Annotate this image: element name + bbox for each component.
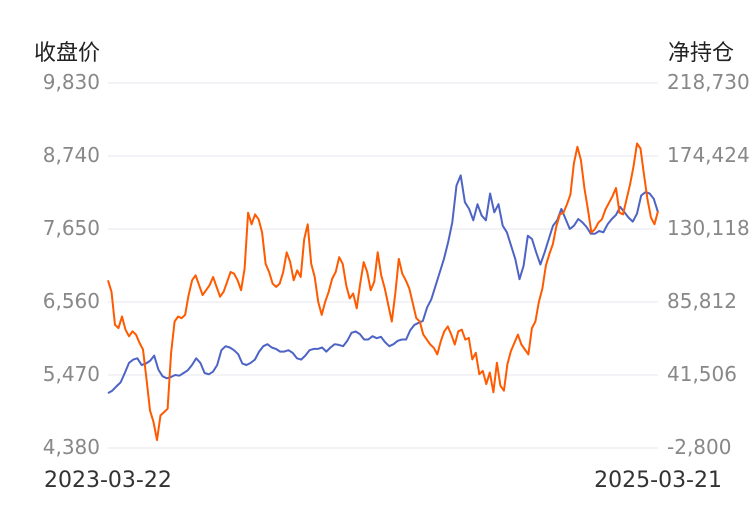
left-tick-label: 4,380 bbox=[42, 435, 100, 459]
x-start-date: 2023-03-22 bbox=[44, 468, 172, 493]
left-tick-label: 9,830 bbox=[42, 70, 100, 94]
right-tick-label: -2,800 bbox=[667, 435, 732, 459]
left-tick-label: 7,650 bbox=[42, 216, 100, 240]
x-end-date: 2025-03-21 bbox=[594, 468, 722, 493]
right-tick-label: 174,424 bbox=[667, 143, 750, 167]
price-series-line bbox=[107, 174, 659, 394]
left-tick-label: 6,560 bbox=[42, 289, 100, 313]
right-tick-label: 130,118 bbox=[667, 216, 750, 240]
left-axis-title: 收盘价 bbox=[34, 41, 101, 66]
series-lines bbox=[107, 142, 659, 442]
right-tick-label: 85,812 bbox=[667, 289, 737, 313]
right-tick-label: 218,730 bbox=[667, 70, 750, 94]
left-tick-label: 8,740 bbox=[42, 143, 100, 167]
left-tick-label: 5,470 bbox=[42, 362, 100, 386]
right-axis-title: 净持仓 bbox=[667, 41, 734, 66]
position-series-line bbox=[107, 142, 659, 442]
grid-lines bbox=[108, 82, 658, 449]
right-tick-label: 41,506 bbox=[667, 362, 737, 386]
